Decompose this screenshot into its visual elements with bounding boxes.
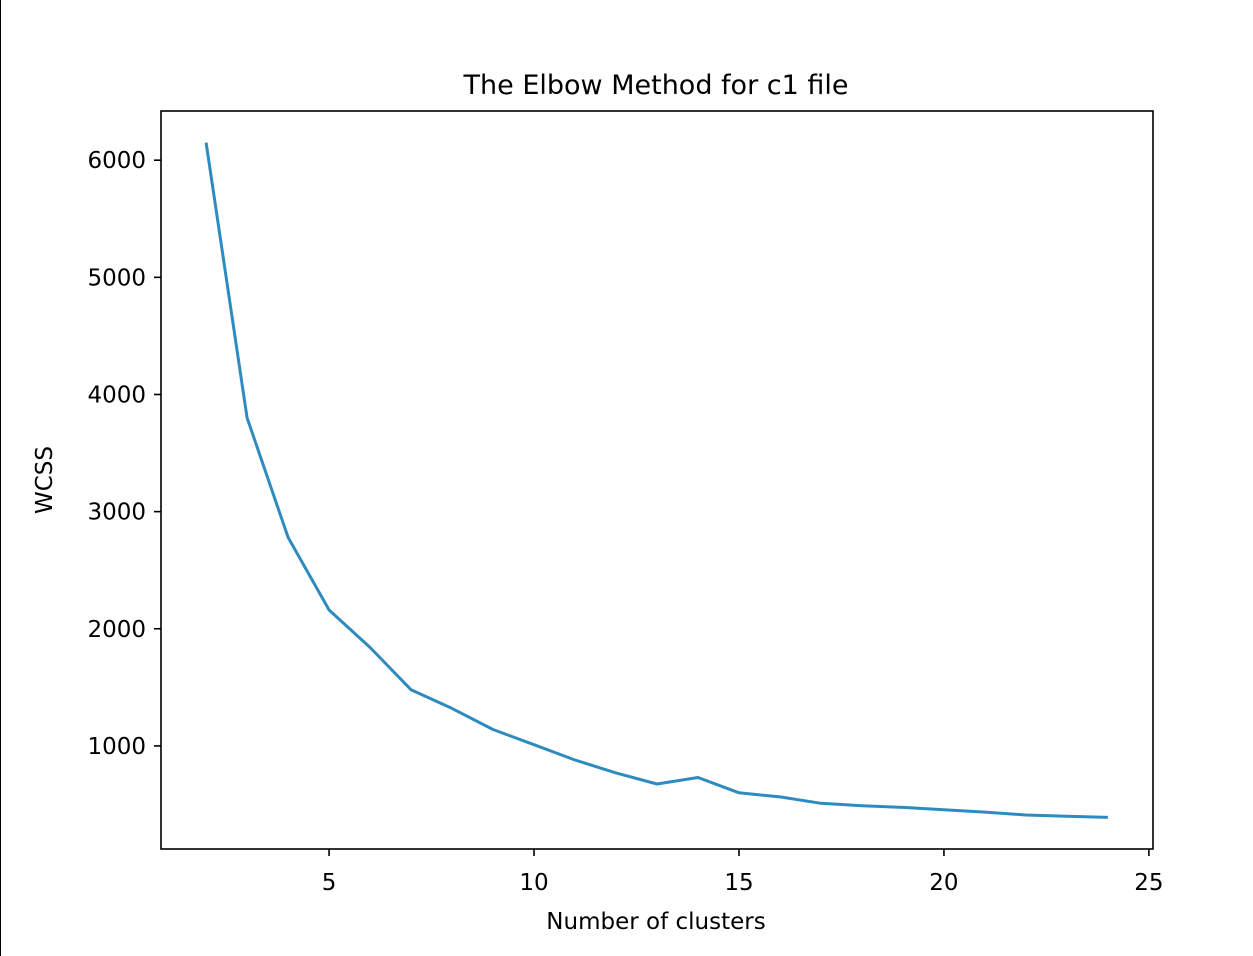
x-tick-label: 20 [929,870,958,896]
series-layer [204,142,1108,819]
plot-area-frame [160,110,1154,850]
y-tick-label: 6000 [87,148,146,174]
y-axis-ticks: 1000 2000 3000 4000 5000 6000 [87,148,161,760]
y-tick-label: 2000 [87,617,146,643]
series-line-0 [204,142,1108,819]
x-tick-label: 10 [519,870,548,896]
y-tick-label: 4000 [87,382,146,408]
x-tick-label: 5 [322,870,337,896]
x-axis-ticks: 5 10 15 20 25 [322,849,1164,896]
y-tick-label: 5000 [87,265,146,291]
x-tick-label: 15 [724,870,753,896]
x-axis-title: Number of clusters [546,909,765,935]
chart-title: The Elbow Method for c1 file [463,70,849,101]
y-tick-label: 1000 [87,734,146,760]
y-axis-title: WCSS [32,446,58,514]
y-tick-label: 3000 [87,500,146,526]
x-tick-label: 25 [1134,870,1163,896]
